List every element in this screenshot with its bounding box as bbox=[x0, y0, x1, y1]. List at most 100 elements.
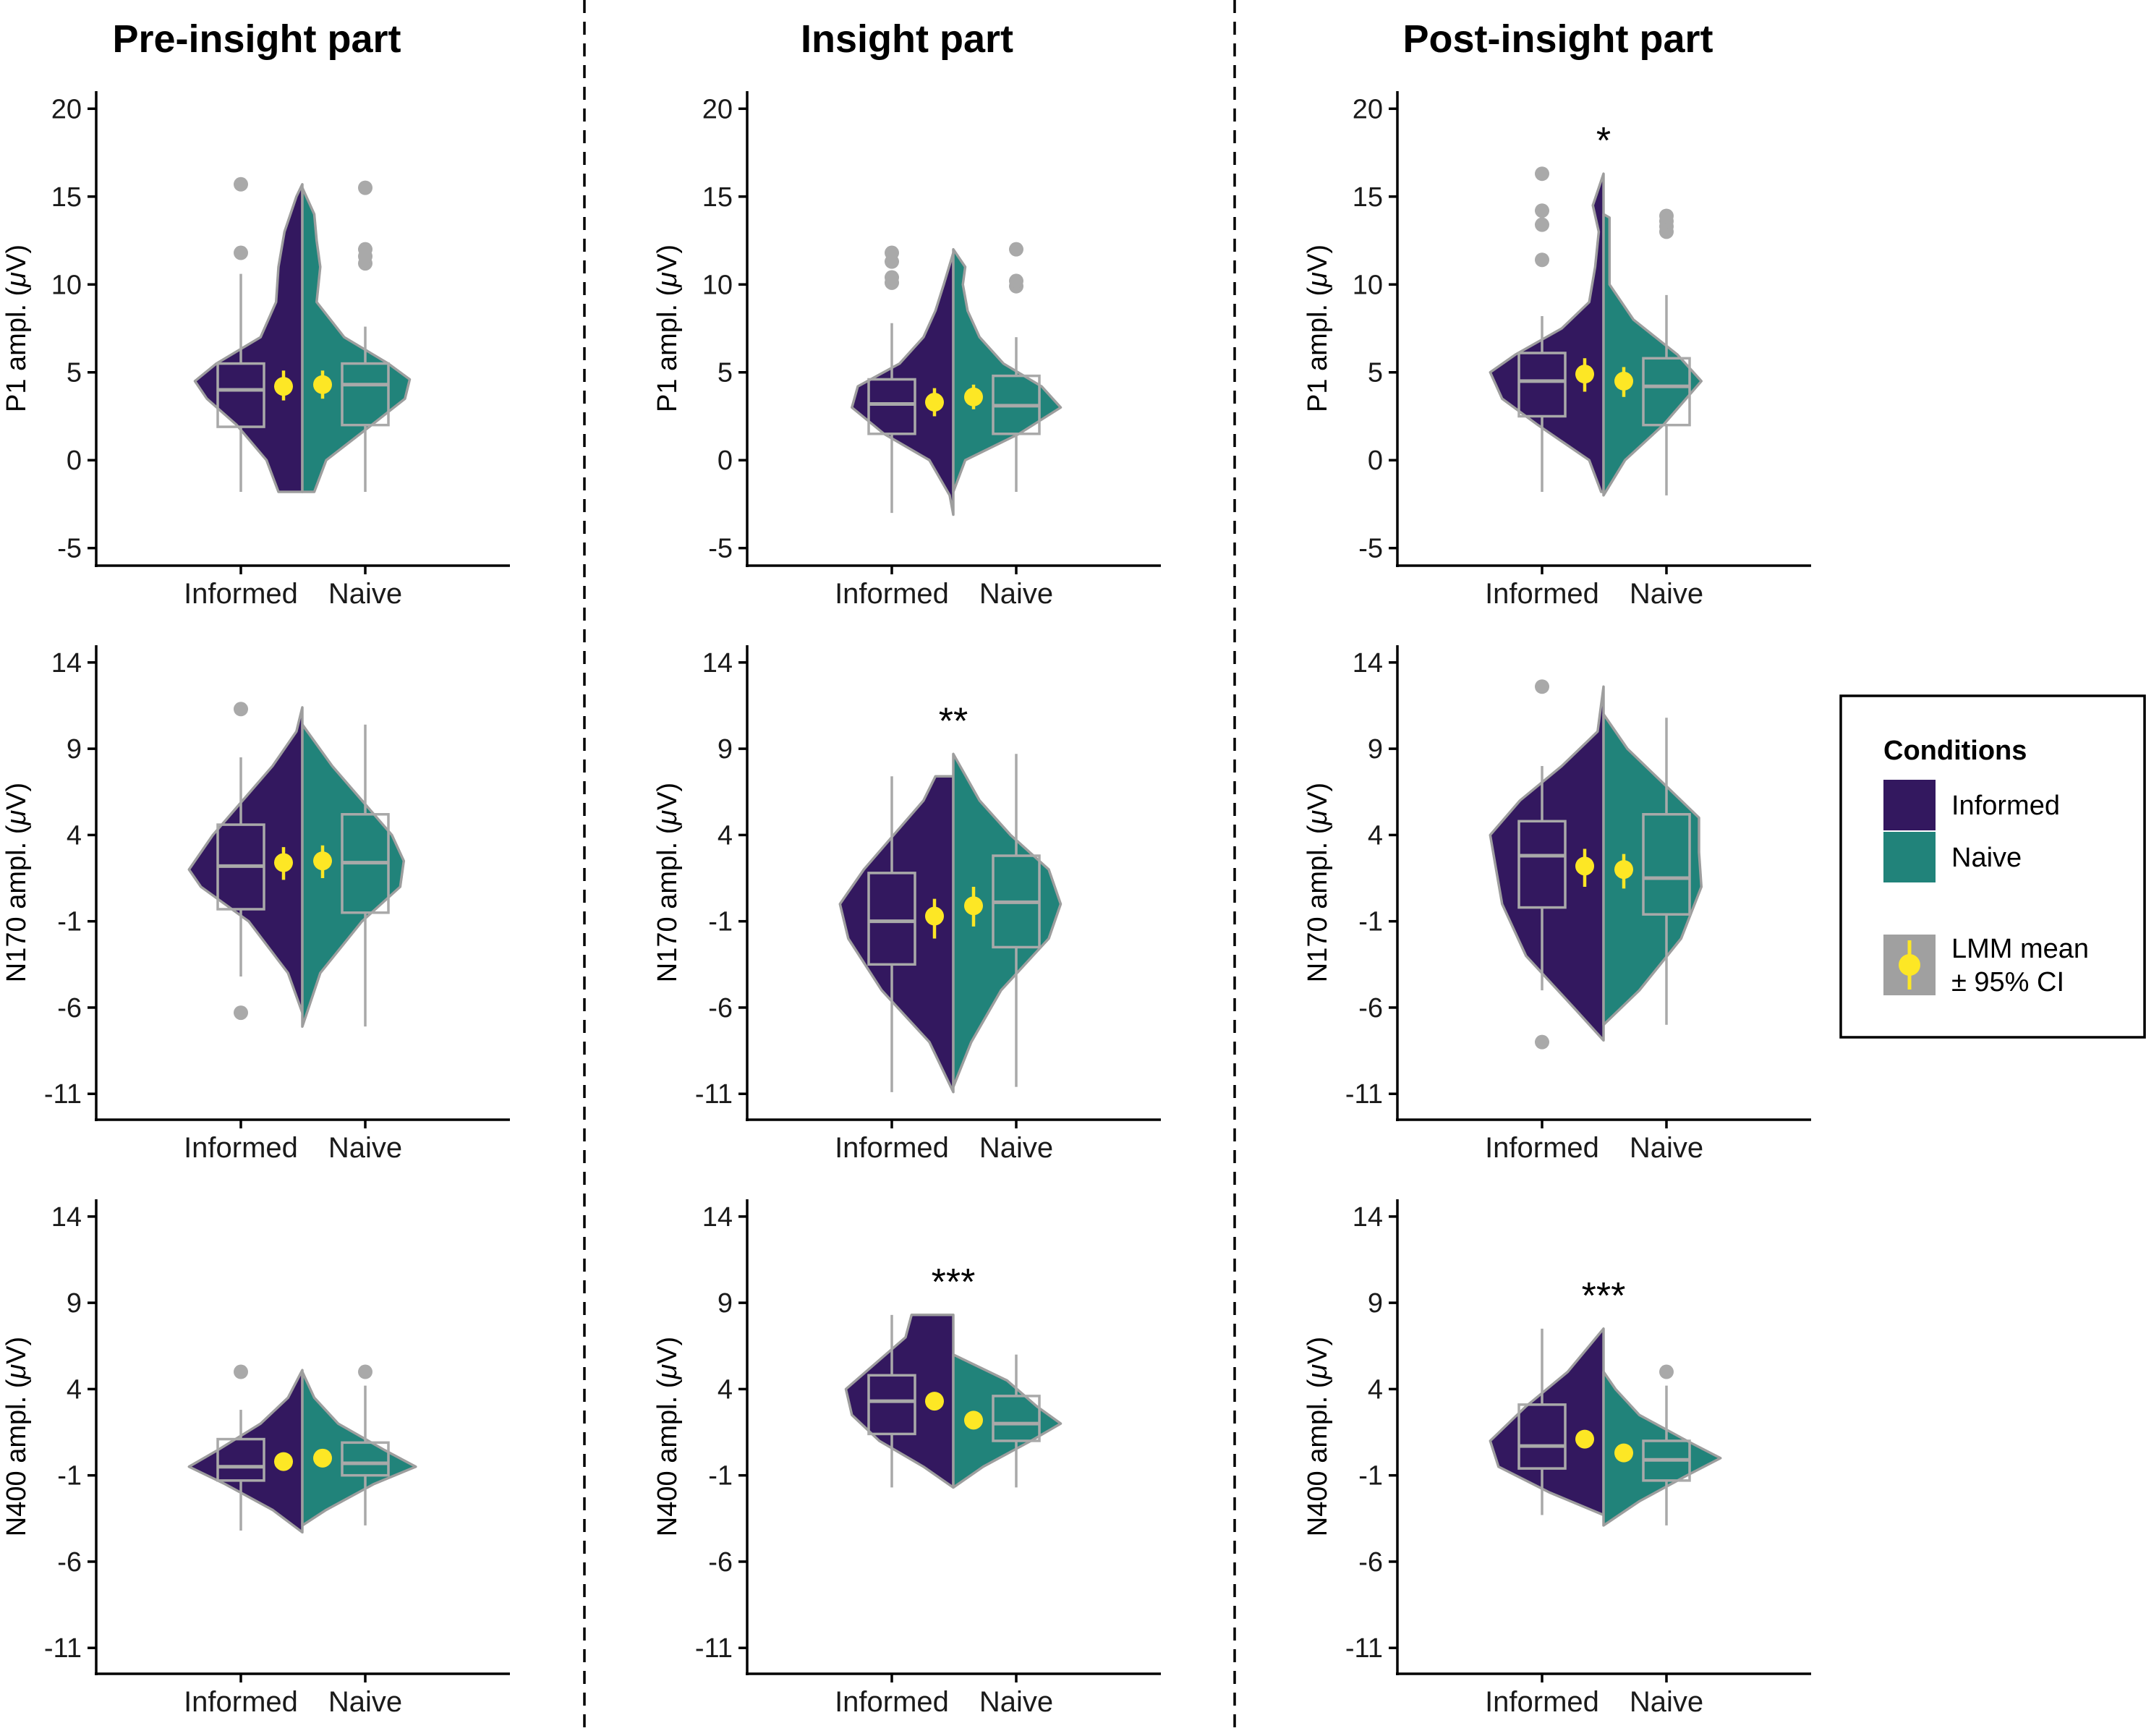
legend-label-mean-line2: ± 95% CI bbox=[1951, 967, 2064, 997]
outlier-naive-3 bbox=[358, 180, 372, 195]
outlier-informed-1 bbox=[1535, 217, 1549, 232]
box-informed bbox=[867, 872, 916, 966]
y-tick-label: 9 bbox=[67, 734, 82, 765]
outlier-naive-2 bbox=[1009, 242, 1023, 257]
y-tick-label: -6 bbox=[708, 993, 733, 1024]
mean-dot-naive bbox=[313, 1448, 332, 1468]
outlier-naive-2 bbox=[358, 242, 372, 257]
outlier-informed-0 bbox=[234, 1364, 248, 1379]
outlier-informed-1 bbox=[234, 1005, 248, 1021]
y-tick-label: -11 bbox=[1345, 1079, 1383, 1110]
mean-dot-naive bbox=[313, 375, 332, 394]
y-tick-label: 5 bbox=[67, 358, 82, 388]
outlier-informed-3 bbox=[1535, 166, 1549, 182]
box-naive bbox=[341, 362, 390, 427]
legend: Conditions Informed Naive LMM mean ± 95%… bbox=[1839, 694, 2146, 1039]
outlier-informed-1 bbox=[234, 176, 248, 192]
y-tick-label: 4 bbox=[67, 820, 82, 851]
box-informed bbox=[216, 1437, 265, 1482]
y-tick-label: 10 bbox=[702, 270, 733, 300]
y-tick-label: -1 bbox=[1358, 907, 1383, 937]
significance-stars: ** bbox=[939, 700, 968, 742]
y-axis-label: N400 ampl. (μV) bbox=[1303, 1337, 1333, 1536]
significance-stars: *** bbox=[1582, 1275, 1626, 1317]
mean-dot-naive bbox=[964, 896, 983, 916]
box-informed bbox=[867, 1374, 916, 1436]
violin-informed bbox=[851, 251, 955, 516]
y-tick-label: 0 bbox=[67, 446, 82, 476]
mean-dot-informed bbox=[274, 853, 293, 872]
y-axis-label: N170 ampl. (μV) bbox=[1, 783, 32, 982]
legend-mean-dot-icon bbox=[1899, 954, 1920, 976]
y-tick-label: -11 bbox=[695, 1079, 733, 1110]
mean-dot-naive bbox=[964, 1410, 983, 1430]
y-tick-label: -1 bbox=[57, 907, 82, 937]
x-tick-label: Informed bbox=[184, 1686, 298, 1718]
violin-naive bbox=[301, 1370, 417, 1527]
box-informed bbox=[867, 378, 916, 435]
mean-dot-naive bbox=[1614, 371, 1633, 391]
y-tick-label: 4 bbox=[67, 1374, 82, 1405]
violin-naive bbox=[1602, 712, 1703, 1026]
panel-r2-c2: -11 -6 -1 4 9 14 Informed Naive N400 ampl. (μV) *… bbox=[1303, 1199, 1811, 1718]
y-axis-label: P1 ampl. (μV) bbox=[652, 244, 683, 412]
panel-r0-c0: -5 0 5 10 15 20 Informed Naive P1 ampl. (μV) bbox=[1, 91, 510, 610]
y-tick-label: 14 bbox=[1353, 1202, 1383, 1233]
outlier-naive-3 bbox=[1659, 208, 1674, 224]
legend-label-informed: Informed bbox=[1951, 791, 2060, 821]
violin-naive bbox=[1602, 213, 1703, 497]
y-tick-label: 10 bbox=[51, 270, 82, 300]
y-tick-label: -1 bbox=[708, 907, 733, 937]
violin-naive bbox=[301, 723, 406, 1028]
x-tick-label: Informed bbox=[1485, 1686, 1599, 1718]
outlier-informed-1 bbox=[1535, 1034, 1549, 1050]
outlier-informed-0 bbox=[1535, 679, 1549, 694]
y-tick-label: -1 bbox=[1358, 1461, 1383, 1492]
violin-informed bbox=[187, 706, 304, 1014]
y-tick-label: 20 bbox=[702, 94, 733, 124]
panel-r2-c1: -11 -6 -1 4 9 14 Informed Naive N400 ampl. (μV) *… bbox=[652, 1199, 1161, 1718]
box-naive bbox=[992, 1395, 1041, 1442]
x-tick-label: Naive bbox=[328, 578, 402, 610]
y-tick-label: -5 bbox=[1358, 534, 1383, 564]
mean-dot-informed bbox=[1575, 365, 1594, 384]
mean-dot-informed bbox=[925, 393, 944, 412]
y-tick-label: -11 bbox=[695, 1633, 733, 1664]
y-tick-label: -5 bbox=[708, 534, 733, 564]
legend-title: Conditions bbox=[1883, 736, 2027, 766]
y-tick-label: 14 bbox=[1353, 648, 1383, 678]
x-tick-label: Naive bbox=[1630, 1686, 1703, 1718]
panel-r1-c2: -11 -6 -1 4 9 14 Informed Naive N170 ampl. (μV) bbox=[1303, 645, 1811, 1164]
y-tick-label: 5 bbox=[1368, 358, 1383, 388]
y-axis-label: N170 ampl. (μV) bbox=[652, 783, 683, 982]
y-tick-label: 20 bbox=[51, 94, 82, 124]
y-tick-label: 20 bbox=[1353, 94, 1383, 124]
y-tick-label: 15 bbox=[702, 182, 733, 213]
y-tick-label: -6 bbox=[708, 1547, 733, 1578]
box-naive bbox=[341, 1441, 390, 1477]
x-tick-label: Naive bbox=[979, 1132, 1053, 1164]
mean-dot-informed bbox=[925, 1392, 944, 1411]
y-tick-label: -1 bbox=[708, 1461, 733, 1492]
mean-dot-naive bbox=[1614, 1443, 1633, 1463]
significance-stars: * bbox=[1596, 120, 1611, 162]
outlier-informed-0 bbox=[1535, 252, 1549, 268]
y-tick-label: 4 bbox=[718, 820, 733, 851]
panels: -5 0 5 10 15 20 Informed Naive P1 ampl. (μV) -5 0 5… bbox=[1, 91, 1811, 1718]
x-tick-label: Naive bbox=[328, 1132, 402, 1164]
y-tick-label: -6 bbox=[1358, 1547, 1383, 1578]
y-tick-label: 4 bbox=[1368, 1374, 1383, 1405]
column-title-insight: Insight part bbox=[801, 17, 1013, 61]
y-tick-label: 9 bbox=[1368, 734, 1383, 765]
mean-dot-naive bbox=[1614, 860, 1633, 880]
y-tick-label: 14 bbox=[51, 1202, 82, 1233]
y-tick-label: 9 bbox=[718, 1288, 733, 1319]
y-tick-label: 4 bbox=[718, 1374, 733, 1405]
outlier-naive-0 bbox=[358, 1364, 372, 1379]
mean-dot-informed bbox=[1575, 856, 1594, 876]
mean-dot-informed bbox=[1575, 1429, 1594, 1449]
panel-r1-c1: -11 -6 -1 4 9 14 Informed Naive N170 ampl. (μV) *… bbox=[652, 645, 1161, 1164]
outlier-naive-0 bbox=[1659, 1364, 1674, 1379]
x-tick-label: Naive bbox=[979, 578, 1053, 610]
